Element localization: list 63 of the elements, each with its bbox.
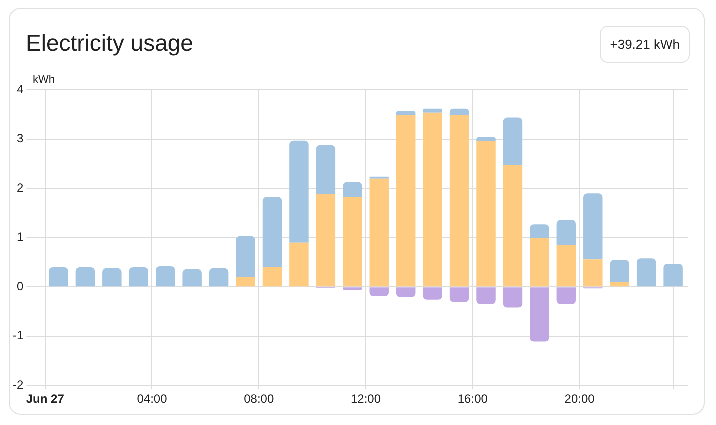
bar [530, 238, 550, 287]
bar [76, 267, 96, 287]
y-tick-label: 1 [16, 230, 24, 244]
chart-title: Electricity usage [26, 30, 194, 57]
bar [610, 282, 630, 287]
bar [423, 288, 442, 300]
bar [476, 141, 496, 287]
y-tick-label: -1 [13, 328, 24, 343]
bar [370, 288, 389, 296]
bar [476, 288, 496, 304]
bar [236, 277, 256, 287]
x-tick-label: Jun 27 [26, 392, 65, 406]
bar [396, 111, 416, 116]
x-tick-label: 04:00 [137, 392, 168, 406]
x-tick-label: 20:00 [564, 392, 596, 406]
y-tick-label: -2 [13, 378, 24, 392]
bar [503, 165, 523, 287]
bar [182, 269, 202, 287]
bar [556, 288, 576, 304]
bar [49, 267, 68, 287]
bar [584, 260, 603, 287]
bar [664, 264, 683, 287]
bar [156, 266, 176, 287]
bar [262, 267, 282, 287]
y-axis-title: kWh [33, 74, 55, 86]
bar [209, 268, 229, 287]
bar [423, 108, 442, 113]
bar [343, 197, 362, 287]
x-tick-label: 08:00 [244, 392, 274, 406]
bar [423, 112, 442, 287]
bar [636, 258, 656, 287]
bar [343, 182, 362, 198]
bar [450, 108, 470, 116]
y-tick-label: 4 [16, 82, 24, 97]
bar [530, 224, 550, 238]
bar [556, 245, 576, 287]
bar [476, 137, 496, 142]
y-tick-label: 2 [16, 180, 24, 195]
bar [290, 242, 309, 287]
y-tick-label: 0 [16, 279, 24, 294]
y-tick-label: 3 [16, 132, 24, 146]
bar [343, 288, 362, 290]
bar [262, 197, 282, 268]
bar [290, 140, 309, 243]
bar [450, 288, 470, 302]
bar [396, 288, 416, 298]
bar [610, 260, 630, 282]
bar [102, 268, 122, 287]
bar [370, 178, 389, 287]
bar [450, 115, 470, 287]
bar [396, 115, 416, 287]
bar [530, 288, 550, 342]
bar [236, 236, 256, 278]
x-tick-label: 16:00 [458, 392, 488, 406]
bar [316, 145, 336, 194]
bar [556, 220, 576, 246]
text: +39.21 kWh [600, 26, 690, 63]
bar [316, 194, 336, 287]
bar [503, 288, 523, 308]
x-tick-label: 12:00 [351, 392, 382, 406]
bar [503, 118, 523, 166]
bar [584, 194, 603, 260]
bar [129, 267, 149, 287]
